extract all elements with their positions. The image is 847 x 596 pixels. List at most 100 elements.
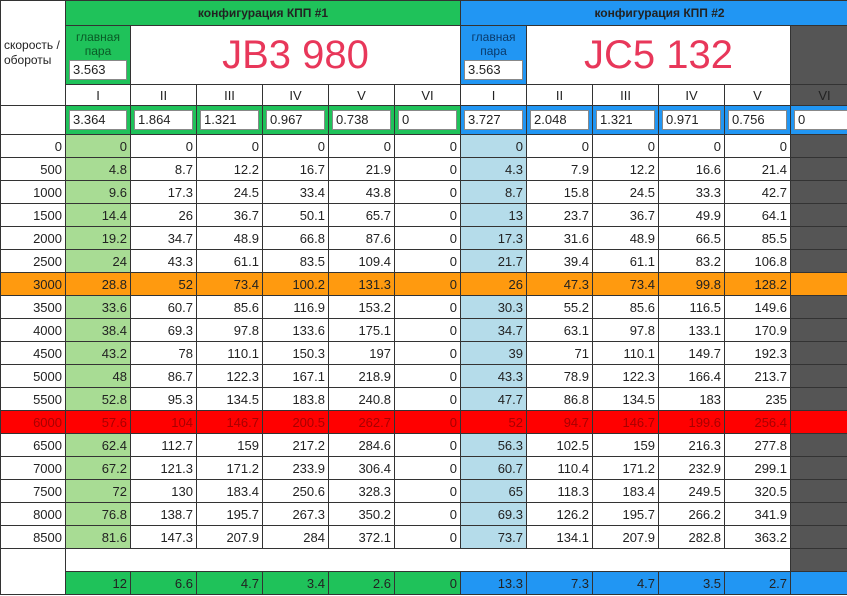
config2-speed-cell: 192.3 — [724, 341, 792, 365]
config1-speed-cell: 50.1 — [262, 203, 329, 227]
config1-speed-cell: 9.6 — [65, 180, 131, 204]
config2-main-pair-input[interactable]: 3.563 — [464, 60, 524, 80]
config2-speed-cell: 320.5 — [724, 479, 792, 503]
config1-ratio-cell: 1.321 — [196, 105, 263, 135]
gray-cell — [790, 364, 847, 388]
config1-ratio-input[interactable]: 1.864 — [134, 110, 193, 130]
rpm-cell: 8500 — [0, 525, 66, 549]
config2-ratio-input[interactable]: 0.971 — [662, 110, 722, 130]
config1-bottom-cell: 0 — [393, 571, 462, 595]
bottom-row: 12 6.6 4.7 3.4 2.6 0 13.3 7.3 4.7 3.5 2.7 — [1, 571, 847, 595]
rpm-cell: 7500 — [0, 479, 66, 503]
config2-speed-cell: 249.5 — [658, 479, 726, 503]
config1-speed-cell: 146.7 — [196, 410, 263, 434]
config1-ratio-input[interactable]: 0.738 — [332, 110, 391, 130]
config1-speed-cell: 150.3 — [262, 341, 329, 365]
config2-ratio-input[interactable]: 0.756 — [728, 110, 788, 130]
config2-ratio-cell: 2.048 — [526, 105, 594, 135]
config2-speed-cell: 0 — [460, 134, 528, 158]
config1-speed-cell: 76.8 — [65, 502, 131, 526]
config1-speed-cell: 372.1 — [328, 525, 395, 549]
config2-speed-cell: 126.2 — [526, 502, 594, 526]
config2-speed-cell: 31.6 — [526, 226, 594, 250]
config2-speed-cell: 42.7 — [724, 180, 792, 204]
config1-ratio-cell: 0 — [393, 105, 462, 135]
config1-speed-cell: 0 — [393, 410, 462, 434]
config1-speed-cell: 0 — [393, 456, 462, 480]
config2-speed-cell: 55.2 — [526, 295, 594, 319]
config1-speed-cell: 218.9 — [328, 364, 395, 388]
config1-speed-cell: 133.6 — [262, 318, 329, 342]
config1-speed-cell: 0 — [262, 134, 329, 158]
config1-ratio-input[interactable]: 0 — [398, 110, 458, 130]
config2-speed-cell: 4.3 — [460, 157, 528, 181]
config2-ratio-input[interactable]: 0 — [794, 110, 847, 130]
config2-speed-cell: 39 — [460, 341, 528, 365]
gray-cell — [790, 295, 847, 319]
config2-speed-cell: 24.5 — [592, 180, 660, 204]
config2-speed-cell: 232.9 — [658, 456, 726, 480]
config1-speed-cell: 0 — [196, 134, 263, 158]
config1-speed-cell: 167.1 — [262, 364, 329, 388]
config1-speed-cell: 62.4 — [65, 433, 131, 457]
config2-speed-cell: 78.9 — [526, 364, 594, 388]
config2-speed-cell: 63.1 — [526, 318, 594, 342]
config1-header: конфигурация КПП #1 — [64, 0, 462, 26]
config1-speed-cell: 217.2 — [262, 433, 329, 457]
rpm-cell: 2000 — [0, 226, 66, 250]
config2-bottom-cell: 13.3 — [460, 571, 528, 595]
config1-speed-cell: 72 — [65, 479, 131, 503]
gray-cell — [790, 134, 847, 158]
config2-gear-label: V — [724, 84, 792, 106]
table-row: 500 4.8 8.7 12.2 16.7 21.9 0 4.3 7.9 12.2 16.6 21.4 — [0, 157, 847, 181]
table-row: 5000 48 86.7 122.3 167.1 218.9 0 43.3 78.9 122.3 1… — [0, 364, 847, 388]
config1-speed-cell: 0 — [65, 134, 131, 158]
config2-speed-cell: 65 — [460, 479, 528, 503]
config1-speed-cell: 147.3 — [130, 525, 197, 549]
config1-ratio-input[interactable]: 3.364 — [69, 110, 127, 130]
config1-speed-cell: 26 — [130, 203, 197, 227]
config2-speed-cell: 83.2 — [658, 249, 726, 273]
config1-main-pair-input[interactable]: 3.563 — [69, 60, 127, 80]
config2-speed-cell: 0 — [658, 134, 726, 158]
config2-ratio-cell: 1.321 — [592, 105, 660, 135]
config2-speed-cell: 128.2 — [724, 272, 792, 296]
config2-speed-cell: 66.5 — [658, 226, 726, 250]
config2-speed-cell: 146.7 — [592, 410, 660, 434]
config2-speed-cell: 12.2 — [592, 157, 660, 181]
config1-speed-cell: 0 — [328, 134, 395, 158]
config2-speed-cell: 0 — [592, 134, 660, 158]
config1-speed-cell: 81.6 — [65, 525, 131, 549]
config1-speed-cell: 109.4 — [328, 249, 395, 273]
config1-speed-cell: 195.7 — [196, 502, 263, 526]
config1-speed-cell: 134.5 — [196, 387, 263, 411]
config2-bottom-cell: 3.5 — [658, 571, 726, 595]
config1-speed-cell: 97.8 — [196, 318, 263, 342]
config2-speed-cell: 39.4 — [526, 249, 594, 273]
config1-bottom-cell: 3.4 — [262, 571, 329, 595]
gray-cell — [790, 180, 847, 204]
config1-ratio-input[interactable]: 0.967 — [266, 110, 325, 130]
config2-ratio-input[interactable]: 1.321 — [596, 110, 656, 130]
config2-speed-cell: 102.5 — [526, 433, 594, 457]
table-row: 6500 62.4 112.7 159 217.2 284.6 0 56.3 102.5 159 2… — [0, 433, 847, 457]
config1-ratio-cell: 0.738 — [328, 105, 395, 135]
config1-speed-cell: 86.7 — [130, 364, 197, 388]
config1-gear-label: III — [196, 84, 263, 106]
speed-rpm-label: скорость / обороты — [0, 0, 66, 106]
config1-speed-cell: 0 — [393, 479, 462, 503]
blank-row — [0, 548, 847, 595]
config1-speed-cell: 33.6 — [65, 295, 131, 319]
config1-ratio-input[interactable]: 1.321 — [200, 110, 259, 130]
config2-ratio-input[interactable]: 3.727 — [464, 110, 524, 130]
config1-gear-label: VI — [393, 84, 462, 106]
config2-speed-cell: 26 — [460, 272, 528, 296]
config2-speed-cell: 256.4 — [724, 410, 792, 434]
config1-speed-cell: 0 — [130, 134, 197, 158]
config2-ratio-input[interactable]: 2.048 — [530, 110, 590, 130]
config2-speed-cell: 56.3 — [460, 433, 528, 457]
config1-speed-cell: 0 — [393, 525, 462, 549]
rpm-cell: 500 — [0, 157, 66, 181]
config2-speed-cell: 43.3 — [460, 364, 528, 388]
config1-speed-cell: 24.5 — [196, 180, 263, 204]
